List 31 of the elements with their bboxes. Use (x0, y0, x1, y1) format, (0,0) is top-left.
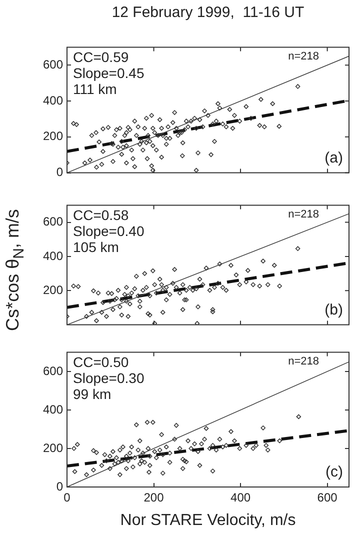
annotation: 111 km (73, 81, 117, 98)
x-tick-label: 400 (230, 490, 251, 505)
y-tick-label: 200 (42, 129, 64, 144)
y-tick-label: 600 (42, 214, 64, 229)
annotation: (b) (324, 301, 343, 318)
y-tick-label: 400 (42, 248, 64, 263)
annotation: (c) (326, 464, 343, 481)
annotation: CC=0.58 (73, 207, 129, 224)
y-tick-label: 200 (42, 282, 64, 297)
annotation: CC=0.59 (73, 49, 129, 66)
chart-title: 12 February 1999, 11-16 UT (110, 4, 306, 21)
annotation: CC=0.50 (73, 354, 129, 370)
annotation: 99 km (73, 386, 112, 402)
y-tick-label: 0 (56, 165, 64, 180)
x-tick-label: 600 (317, 490, 338, 505)
annotation: n=218 (288, 50, 319, 63)
y-tick-label: 0 (56, 479, 64, 494)
x-tick-label: 200 (144, 490, 164, 505)
x-axis-title: Nor STARE Velocity, m/s (119, 512, 297, 530)
annotation: n=218 (288, 208, 319, 221)
y-tick-label: 400 (42, 93, 64, 108)
annotation: n=218 (288, 356, 319, 368)
y-tick-label: 600 (42, 364, 64, 378)
annotation: (a) (324, 149, 343, 166)
y-tick-label: 200 (42, 440, 64, 455)
y-tick-label: 400 (42, 402, 64, 416)
annotation: Slope=0.30 (73, 370, 144, 386)
annotation: Slope=0.45 (73, 65, 144, 82)
y-tick-label: 600 (42, 57, 64, 72)
annotation: Slope=0.40 (73, 223, 144, 240)
annotation: 105 km (73, 239, 119, 256)
